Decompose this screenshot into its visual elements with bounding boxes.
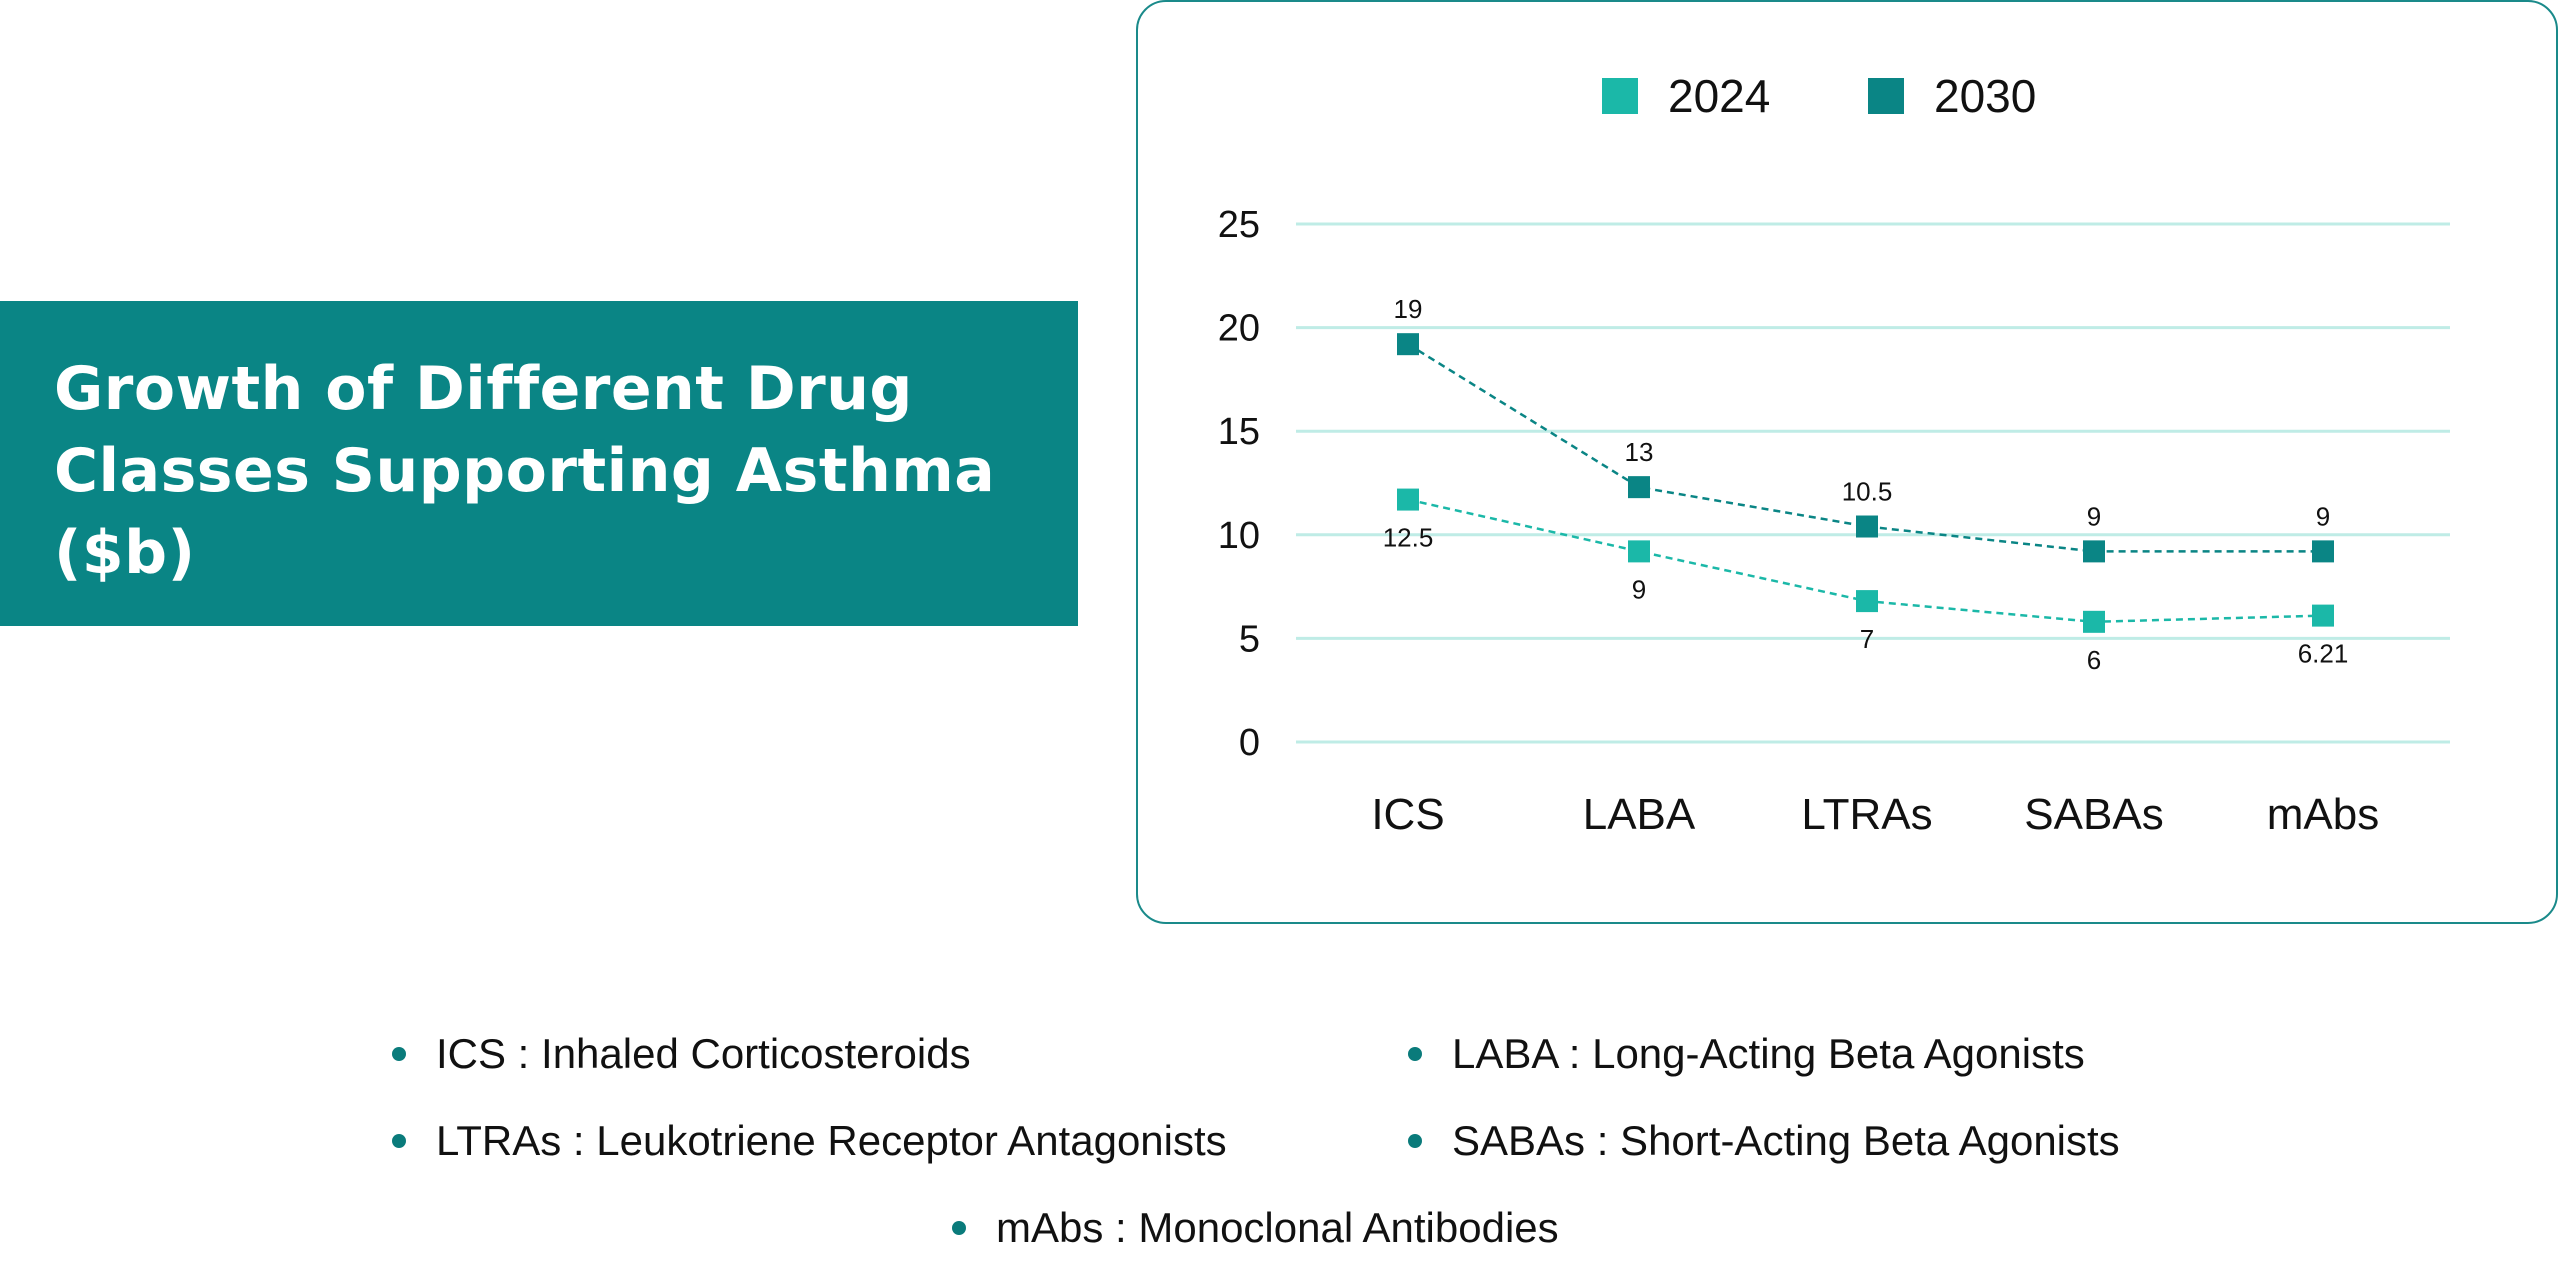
series-line-2030 [1407,343,2323,553]
bullet-icon [392,1047,406,1061]
legend: 2024 2030 [1602,70,2036,122]
legend-swatch [1868,78,1904,114]
title-banner: Growth of Different Drug Classes Support… [0,301,1078,626]
data-point-marker [1856,515,1878,538]
y-tick-label: 20 [1218,308,1260,350]
data-label: 7 [1860,624,1874,654]
data-label: 13 [1625,437,1654,467]
y-axis-ticks: 0 5 10 15 20 25 [1218,204,1260,764]
data-point-marker [2312,540,2334,563]
legend-label: 2030 [1934,70,2036,122]
data-point-marker [1397,488,1419,511]
data-point-marker [2083,540,2105,563]
y-tick-label: 10 [1218,515,1260,557]
data-label: 10.5 [1842,477,1893,507]
x-category-label: mAbs [2267,790,2379,839]
x-category-label: ICS [1371,790,1444,839]
glossary-item-sabas: SABAs : Short-Acting Beta Agonists [1408,1117,2120,1165]
bullet-icon [1408,1134,1422,1148]
data-point-marker [1628,476,1650,499]
data-point-marker [2083,610,2105,633]
legend-label: 2024 [1668,70,1770,122]
y-tick-label: 25 [1218,204,1260,246]
glossary-text: LTRAs : Leukotriene Receptor Antagonists [436,1117,1227,1164]
glossary-item-ltras: LTRAs : Leukotriene Receptor Antagonists [392,1117,1227,1165]
y-tick-label: 15 [1218,411,1260,453]
glossary-item-laba: LABA : Long-Acting Beta Agonists [1408,1030,2085,1078]
data-label: 19 [1394,294,1423,324]
bullet-icon [952,1221,966,1235]
data-point-marker [1856,590,1878,613]
glossary-text: mAbs : Monoclonal Antibodies [996,1204,1559,1251]
x-category-label: SABAs [2024,790,2163,839]
abbreviation-glossary: ICS : Inhaled Corticosteroids LABA : Lon… [0,1030,2560,1262]
bullet-icon [1408,1047,1422,1061]
line-chart: 0 5 10 15 20 25 ICS LABA LTRAs SABAs mAbs 12.5 9 7 6… [1218,70,2450,839]
y-tick-label: 0 [1239,722,1260,764]
data-point-marker [1397,333,1419,356]
x-axis-categories: ICS LABA LTRAs SABAs mAbs [1371,790,2379,839]
data-point-marker [1628,540,1650,563]
data-label: 6 [2087,645,2101,675]
data-point-marker [2312,604,2334,627]
legend-swatch [1602,78,1638,114]
data-labels: 12.5 9 7 6 6.21 19 13 10.5 9 9 [1383,294,2349,675]
x-category-label: LABA [1583,790,1696,839]
y-tick-label: 5 [1239,618,1260,660]
chart-title: Growth of Different Drug Classes Support… [54,354,996,588]
data-label: 9 [2316,501,2330,531]
data-label: 9 [2087,501,2101,531]
chart-card: 0 5 10 15 20 25 ICS LABA LTRAs SABAs mAbs 12.5 9 7 6… [1136,0,2558,924]
glossary-text: SABAs : Short-Acting Beta Agonists [1452,1117,2120,1164]
data-label: 9 [1632,574,1646,604]
glossary-item-ics: ICS : Inhaled Corticosteroids [392,1030,971,1078]
series-markers [1397,333,2334,633]
data-label: 6.21 [2298,639,2349,669]
x-category-label: LTRAs [1801,790,1932,839]
glossary-text: LABA : Long-Acting Beta Agonists [1452,1030,2085,1077]
glossary-text: ICS : Inhaled Corticosteroids [436,1030,971,1077]
bullet-icon [392,1134,406,1148]
glossary-item-mabs: mAbs : Monoclonal Antibodies [952,1204,1559,1252]
data-label: 12.5 [1383,523,1434,553]
